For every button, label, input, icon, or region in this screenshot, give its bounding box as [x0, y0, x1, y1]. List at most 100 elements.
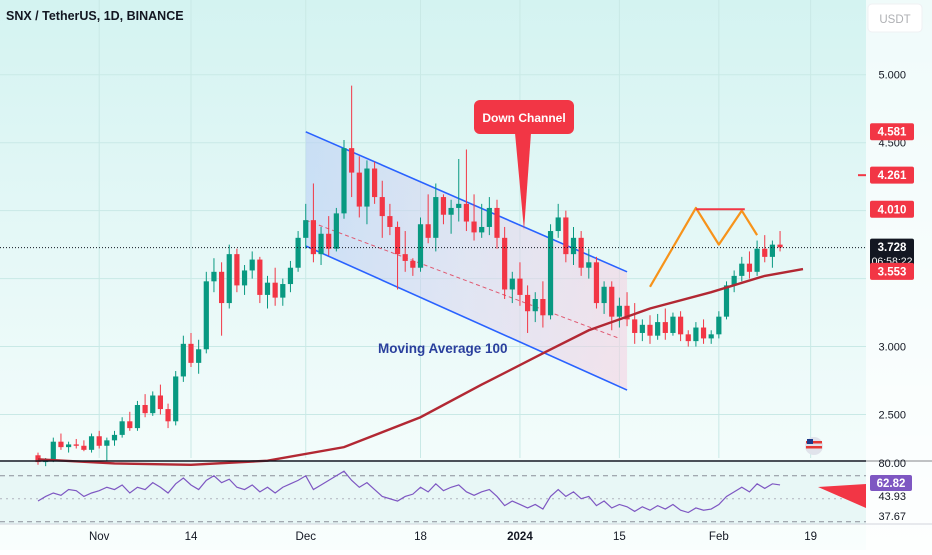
y-tick-label: 4.500 — [878, 138, 906, 150]
callout-box — [474, 100, 574, 134]
x-tick-label: 14 — [185, 531, 198, 543]
price-tag: 4.010 — [870, 200, 914, 218]
rsi-tag-label: 62.82 — [877, 478, 906, 490]
candle-body — [333, 213, 339, 249]
candle-body — [104, 440, 110, 446]
candle-body — [50, 441, 56, 460]
y-tick-label: 5.000 — [878, 70, 906, 82]
x-tick-label: 15 — [613, 531, 626, 543]
price-tag: 4.261 — [870, 166, 914, 184]
candle-body — [127, 421, 133, 429]
rsi-line — [37, 470, 781, 514]
price-tag: 4.581 — [870, 123, 914, 141]
candle-body — [570, 237, 577, 255]
candle-body — [196, 349, 202, 363]
candle-body — [372, 168, 378, 198]
candlestick-series — [35, 85, 783, 467]
candle-body — [157, 395, 163, 410]
candle-body — [58, 441, 64, 448]
candle-body — [66, 444, 72, 448]
candle-body — [440, 197, 447, 215]
candle-body — [394, 226, 401, 255]
candle-body — [249, 259, 255, 271]
flag-stripe — [806, 446, 822, 449]
candle-body — [509, 278, 515, 290]
candle-body — [479, 226, 485, 233]
candle-body — [754, 248, 760, 272]
candle-body — [739, 263, 745, 276]
candle-body — [387, 216, 393, 227]
price-tag-label: 3.728 — [878, 242, 907, 254]
candle-body — [150, 395, 156, 414]
flag-canton — [807, 439, 813, 444]
candle-body — [647, 324, 653, 336]
symbol-title: SNX / TetherUS, 1D, BINANCE — [6, 9, 184, 23]
candle-body — [410, 260, 416, 268]
down-channel-callout: Down Channel — [474, 100, 574, 230]
candle-body — [272, 282, 278, 298]
candle-body — [616, 305, 622, 317]
candle-body — [188, 343, 194, 363]
candle-body — [287, 267, 294, 285]
chart-overlays: Down Channel Moving Average 100 SNX / Teth… — [6, 3, 923, 466]
channel-fill — [305, 131, 628, 391]
us-flag-icon — [805, 437, 823, 455]
candle-body — [356, 172, 362, 207]
x-tick-label: 18 — [414, 531, 427, 543]
candle-body — [731, 275, 737, 286]
candle-body — [226, 254, 232, 304]
price-tag-box — [870, 262, 914, 280]
rsi-pane — [0, 460, 932, 523]
candle-body — [593, 262, 600, 304]
candle-body — [349, 148, 355, 173]
y-tick-label: 2.500 — [878, 410, 906, 422]
rsi-tick-label: 43.93 — [878, 491, 906, 503]
candle-body — [379, 197, 385, 217]
candle-body — [203, 281, 209, 350]
candle-body — [547, 231, 554, 316]
x-tick-label: Nov — [89, 531, 110, 543]
candle-body — [532, 298, 538, 312]
candle-body — [35, 455, 41, 463]
candle-body — [318, 233, 324, 255]
callout-pointer — [515, 133, 531, 230]
candle-body — [700, 327, 707, 339]
candle-body — [96, 436, 102, 446]
price-tag-label: 3.553 — [878, 266, 907, 278]
moving-average-100-line — [37, 267, 804, 466]
candle-body — [180, 343, 186, 377]
rsi-arrow — [818, 484, 866, 508]
candle-body — [417, 224, 424, 268]
rsi-background — [0, 462, 866, 524]
candle-body — [471, 221, 477, 233]
channel-lower-line — [305, 245, 628, 391]
candle-body — [769, 244, 775, 257]
candle-body — [119, 421, 125, 435]
candle-body — [486, 207, 492, 227]
candle-body — [678, 316, 684, 335]
candle-body — [134, 404, 141, 429]
candle-body — [211, 271, 217, 282]
price-tag-box — [870, 200, 914, 218]
candle-body — [517, 278, 523, 295]
candle-body — [326, 233, 332, 249]
flag-stripe — [806, 441, 822, 444]
candle-body — [693, 327, 699, 342]
x-tick-label: Dec — [296, 531, 317, 543]
candle-body — [173, 376, 179, 422]
candle-body — [708, 334, 714, 339]
candle-body — [662, 322, 668, 333]
candle-body — [448, 207, 454, 215]
candle-body — [310, 220, 316, 255]
price-tag-box — [870, 238, 914, 269]
down-channel-label: Down Channel — [482, 111, 565, 125]
candle-body — [494, 207, 500, 238]
candle-body — [303, 220, 309, 238]
candle-body — [685, 334, 691, 342]
candle-body — [639, 324, 645, 333]
candle-body — [280, 284, 286, 298]
price-tag-label: 4.581 — [878, 127, 907, 139]
